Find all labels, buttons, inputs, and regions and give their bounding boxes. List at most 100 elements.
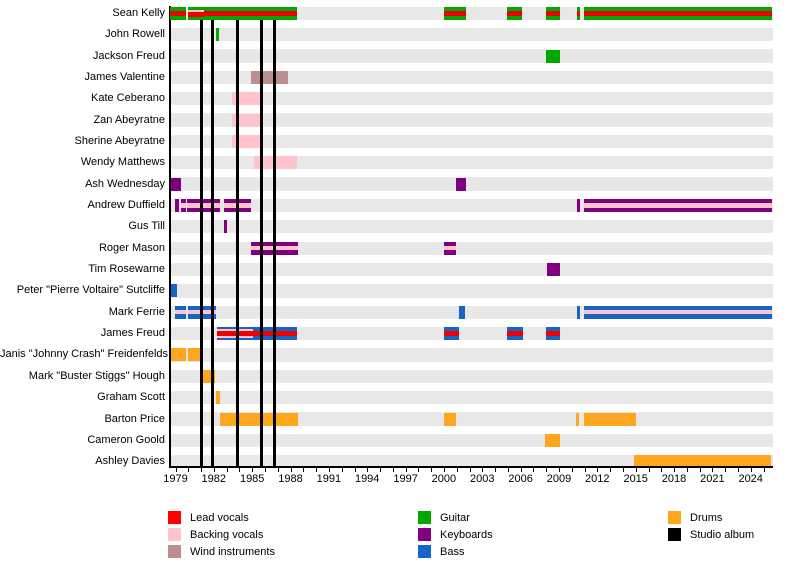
- member-label: Sean Kelly: [112, 6, 165, 19]
- timeline-bar: [546, 263, 561, 276]
- legend-label: Studio album: [690, 528, 755, 541]
- bar-slice-bass: [546, 336, 561, 341]
- legend-item: Bass: [418, 545, 464, 558]
- legend-item: Lead vocals: [168, 511, 249, 524]
- timeline-bar: [250, 70, 288, 84]
- legend-item: Keyboards: [418, 528, 493, 541]
- bar-slice-guitar: [506, 15, 522, 20]
- bar-slice-keys: [174, 199, 179, 212]
- x-axis-line: [169, 466, 773, 468]
- bar-slice-guitar: [187, 6, 204, 10]
- member-label: Mark Ferrie: [108, 305, 165, 318]
- bar-slice-drums: [634, 455, 772, 469]
- year-tick-label: 2024: [738, 473, 763, 485]
- timeline-bar: [231, 92, 263, 106]
- member-label: Zan Abeyratne: [93, 113, 165, 126]
- member-label: Sherine Abeyratne: [74, 134, 165, 147]
- year-tick: [354, 467, 356, 472]
- bar-slice-drums: [576, 412, 580, 426]
- row-band: [170, 262, 773, 277]
- bar-slice-keys: [187, 199, 221, 204]
- timeline-bar: [576, 199, 581, 212]
- year-tick: [443, 467, 445, 472]
- year-tick: [610, 467, 612, 472]
- legend-swatch-keyboards: [418, 528, 431, 541]
- year-tick: [380, 467, 381, 472]
- member-label: Jackson Freud: [92, 49, 165, 62]
- legend-swatch-bass: [418, 545, 431, 558]
- member-label: Roger Mason: [98, 241, 165, 254]
- legend-label: Keyboards: [440, 528, 493, 541]
- timeline-bar: [443, 6, 466, 20]
- row-band: [170, 134, 773, 149]
- bar-slice-keys: [583, 207, 773, 212]
- year-tick: [584, 467, 586, 472]
- member-label: Barton Price: [104, 412, 165, 425]
- year-tick: [303, 467, 305, 472]
- timeline-bar: [544, 433, 561, 447]
- timeline-bar: [576, 6, 581, 20]
- bar-slice-bass: [576, 305, 581, 319]
- year-tick: [392, 467, 394, 472]
- bar-slice-lead: [443, 331, 460, 337]
- row-band: [170, 433, 773, 447]
- year-tick-label: 2018: [661, 473, 687, 485]
- bar-slice-keys: [169, 177, 182, 191]
- year-tick: [290, 467, 292, 472]
- bar-slice-bass: [506, 336, 523, 341]
- bar-slice-backing: [174, 309, 187, 315]
- member-label: Mark "Buster Stiggs" Hough: [28, 369, 165, 382]
- bar-slice-bass: [443, 327, 460, 332]
- member-label: Gus Till: [128, 220, 165, 233]
- bar-slice-guitar: [169, 6, 187, 11]
- year-tick-label: 1997: [393, 473, 418, 485]
- year-tick: [341, 467, 343, 472]
- bar-slice-bass: [583, 314, 773, 319]
- year-tick: [265, 467, 266, 472]
- bar-slice-backing: [217, 329, 253, 331]
- bar-slice-drums: [583, 412, 637, 426]
- member-label: Ash Wednesday: [85, 177, 165, 190]
- bar-slice-lead: [217, 330, 253, 337]
- year-tick: [201, 467, 203, 472]
- bar-slice-keys: [443, 250, 456, 255]
- row-band: [170, 92, 773, 106]
- timeline-bar: [169, 284, 177, 298]
- member-label: James Valentine: [84, 70, 165, 83]
- year-tick: [763, 467, 765, 472]
- bar-slice-guitar: [576, 15, 581, 20]
- member-label: Graham Scott: [97, 391, 165, 404]
- year-tick: [507, 467, 509, 472]
- timeline-bar: [181, 199, 186, 212]
- row-band: [170, 49, 773, 63]
- timeline-bar: [187, 199, 221, 212]
- bar-slice-keys: [224, 220, 228, 234]
- bar-slice-guitar: [203, 6, 297, 11]
- legend-label: Bass: [440, 545, 465, 558]
- timeline-bar: [216, 391, 220, 405]
- legend-swatch-backing-vocals: [168, 528, 181, 541]
- legend-item: Guitar: [418, 511, 470, 524]
- timeline-bar: [203, 6, 297, 20]
- row-band: [170, 28, 773, 42]
- bar-slice-guitar: [583, 6, 773, 11]
- bar-slice-backing: [187, 9, 204, 12]
- year-tick: [738, 467, 739, 472]
- timeline-bar: [215, 28, 219, 42]
- year-tick: [226, 467, 228, 472]
- bar-slice-lead: [443, 10, 466, 16]
- bar-slice-lead: [506, 10, 522, 16]
- bar-slice-guitar: [443, 6, 466, 11]
- timeline-bar: [219, 412, 298, 426]
- bar-slice-lead: [546, 10, 561, 16]
- bar-slice-drums: [219, 412, 298, 426]
- timeline-bar: [169, 177, 182, 191]
- year-tick: [456, 467, 458, 472]
- row-band: [170, 156, 773, 170]
- legend-swatch-guitar: [418, 511, 431, 524]
- bar-slice-keys: [181, 207, 186, 212]
- year-tick: [252, 467, 254, 472]
- bar-slice-backing: [443, 245, 456, 251]
- timeline-bar: [506, 327, 523, 341]
